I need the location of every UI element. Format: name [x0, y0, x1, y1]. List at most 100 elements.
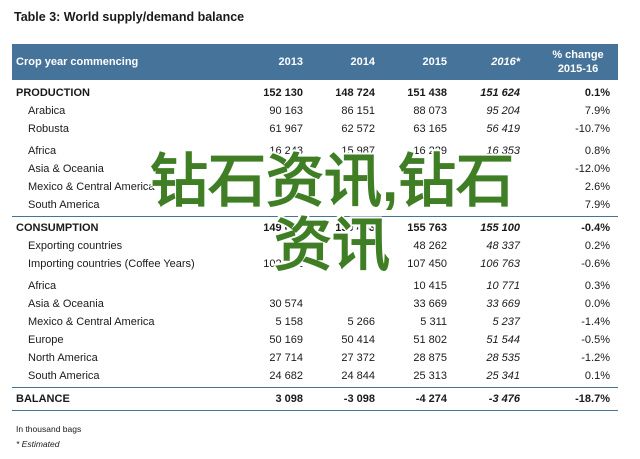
region-row-value: 33 669: [486, 298, 520, 310]
data-row-label: Arabica: [28, 105, 66, 117]
section-row-value: 150 453: [335, 222, 375, 234]
data-row-value: 48 337: [486, 240, 520, 252]
region-row-label: Asia & Oceania: [28, 163, 104, 175]
header-year-2013: 2013: [278, 56, 303, 68]
data-row-value: 102 931: [263, 258, 303, 270]
region-row-value: 2.6%: [584, 181, 610, 193]
region-row-value: 30 574: [269, 298, 303, 310]
region-row-value: 0.1%: [584, 370, 610, 382]
header-year-2015: 2015: [422, 56, 447, 68]
data-row-value: 107 450: [407, 258, 447, 270]
region-row-value: -0.5%: [581, 334, 610, 346]
data-row: Arabica 90 163 86 151 88 073 95 204 7.9%: [12, 102, 618, 120]
region-row-value: 24 682: [269, 370, 303, 382]
section-row-value: 0.1%: [584, 87, 610, 99]
data-row-label: Exporting countries: [28, 240, 123, 252]
region-row-value: 7.9%: [584, 199, 610, 211]
data-row-value: 106 763: [480, 258, 520, 270]
section-row: PRODUCTION 152 130 148 724 151 438 151 624 0.…: [12, 84, 618, 102]
region-row-value: 5 311: [420, 316, 447, 328]
section-row: CONSUMPTION 149 032 150 453 155 763 155 100 -…: [12, 219, 618, 237]
data-row-value: 95 204: [486, 105, 520, 117]
region-row: Asia & Oceania -12.0%: [12, 160, 618, 178]
balance-label: BALANCE: [16, 393, 70, 405]
region-row-value: 16 243: [269, 145, 303, 157]
header-pct-label: % change: [552, 49, 604, 61]
region-row-value: 10 771: [486, 280, 520, 292]
region-row: Africa 10 415 10 771 0.3%: [12, 277, 618, 295]
data-row-value: 62 572: [341, 123, 375, 135]
section-row-value: 152 130: [263, 87, 303, 99]
data-row-value: 0.2%: [584, 240, 610, 252]
region-row-label: North America: [28, 352, 98, 364]
region-row-label: Mexico & Central America: [28, 316, 155, 328]
region-row: Africa 16 243 15 987 16 229 16 353 0.8%: [12, 142, 618, 160]
region-row-value: 28 875: [413, 352, 447, 364]
data-row-value: 7.9%: [584, 105, 610, 117]
region-row-label: South America: [28, 370, 100, 382]
balance-2014: -3 098: [343, 393, 375, 405]
region-row-value: 51 544: [486, 334, 520, 346]
region-row: Mexico & Central America 2.6%: [12, 178, 618, 196]
data-row-value: -0.6%: [581, 258, 610, 270]
header-pct-period: 2015-16: [557, 63, 599, 75]
table-header: Crop year commencing 2013 2014 2015 2016…: [12, 44, 618, 80]
header-year-2014: 2014: [350, 56, 375, 68]
region-row: South America 24 682 24 844 25 313 25 341 0.1…: [12, 367, 618, 385]
region-row-value: 51 802: [413, 334, 447, 346]
data-row: Importing countries (Coffee Years) 102 93…: [12, 255, 618, 273]
region-row-label: South America: [28, 199, 100, 211]
header-year-2016: 2016*: [491, 56, 520, 68]
region-row-value: 16 353: [486, 145, 520, 157]
data-row-value: 56 419: [486, 123, 520, 135]
section-row-value: 151 624: [480, 87, 520, 99]
region-row-label: Mexico & Central America: [28, 181, 155, 193]
region-row-value: 5 266: [347, 316, 375, 328]
region-row-value: 25 313: [413, 370, 447, 382]
region-row: South America 7.9%: [12, 196, 618, 214]
region-row-value: 5 158: [275, 316, 303, 328]
region-row-value: 50 169: [269, 334, 303, 346]
balance-row: BALANCE 3 098 -3 098 -4 274 -3 476 -18.7…: [12, 390, 618, 408]
section-row-value: 149 032: [263, 222, 303, 234]
data-row-value: 86 151: [341, 105, 375, 117]
section-row-label: PRODUCTION: [16, 87, 90, 99]
region-row-value: -1.4%: [581, 316, 610, 328]
region-row: Mexico & Central America 5 158 5 266 5 311 5…: [12, 313, 618, 331]
header-pct-change: % change 2015-16: [546, 48, 618, 76]
region-row-value: 27 372: [341, 352, 375, 364]
data-row-value: 63 165: [413, 123, 447, 135]
region-row: Asia & Oceania 30 574 33 669 33 669 0.0%: [12, 295, 618, 313]
data-row-value: 61 967: [269, 123, 303, 135]
units-note: In thousand bags: [16, 424, 82, 434]
region-row-value: 28 535: [486, 352, 520, 364]
balance-2016: -3 476: [488, 393, 520, 405]
region-row-value: 15 987: [341, 145, 375, 157]
section-row-value: -0.4%: [581, 222, 610, 234]
section-row-value: 155 100: [480, 222, 520, 234]
table-body: PRODUCTION 152 130 148 724 151 438 151 624 0.…: [12, 84, 618, 385]
balance-2013: 3 098: [275, 393, 303, 405]
data-row-value: 90 163: [269, 105, 303, 117]
section-row-value: 148 724: [335, 87, 375, 99]
data-row: Exporting countries 48 262 48 337 0.2%: [12, 237, 618, 255]
region-row-value: 27 714: [269, 352, 303, 364]
data-row-label: Robusta: [28, 123, 69, 135]
table-title: Table 3: World supply/demand balance: [14, 10, 245, 24]
region-row-value: 0.8%: [584, 145, 610, 157]
section-row-value: 151 438: [407, 87, 447, 99]
region-row-value: 5 237: [492, 316, 520, 328]
region-row-value: 10 415: [413, 280, 447, 292]
estimate-note: * Estimated: [16, 439, 60, 449]
data-row-value: 48 262: [413, 240, 447, 252]
balance-pct-change: -18.7%: [575, 393, 610, 405]
section-row-value: 155 763: [407, 222, 447, 234]
balance-2015: -4 274: [415, 393, 447, 405]
header-label: Crop year commencing: [16, 56, 139, 68]
region-row: North America 27 714 27 372 28 875 28 535 -1.…: [12, 349, 618, 367]
data-row-label: Importing countries (Coffee Years): [28, 258, 195, 270]
data-row-value: -10.7%: [575, 123, 610, 135]
region-row-value: 25 341: [486, 370, 520, 382]
supply-demand-table: Crop year commencing 2013 2014 2015 2016…: [12, 44, 618, 413]
region-row-value: 33 669: [413, 298, 447, 310]
